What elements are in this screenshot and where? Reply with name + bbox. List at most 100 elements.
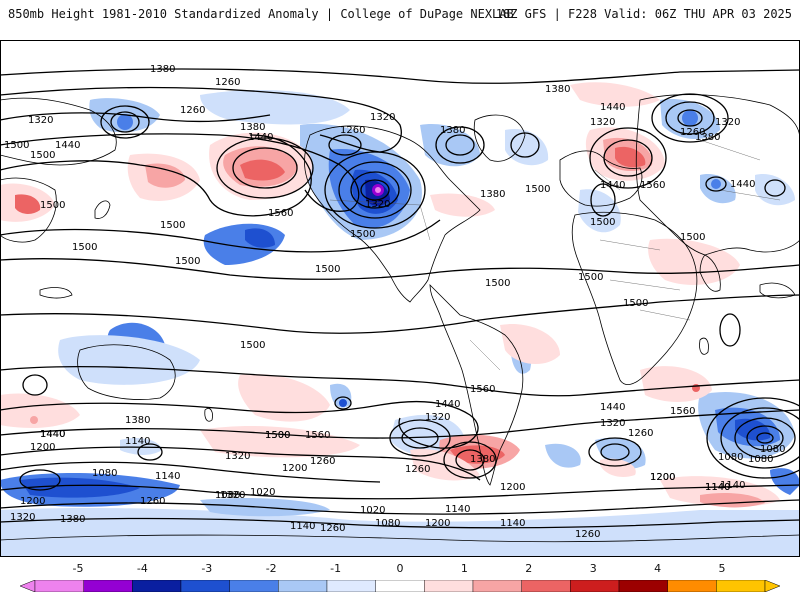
contour-label: 1260	[310, 456, 335, 467]
height-contours	[0, 68, 800, 529]
contour-label: 1140	[720, 480, 745, 491]
contour-label: 1440	[730, 179, 755, 190]
contour-label: 1500	[350, 229, 375, 240]
colorbar-left-arrow	[20, 580, 36, 592]
contour-label: 1440	[40, 429, 65, 440]
contour-label: 1380	[240, 122, 265, 133]
colorbar-tick-label: -4	[136, 562, 148, 575]
world-map: 1380 1260 1260 1320 1380 1440 1500 1500 …	[0, 40, 800, 557]
colorbar-swatch	[83, 580, 133, 592]
contour-label: 1500	[72, 242, 97, 253]
contour-label: 1320	[600, 418, 625, 429]
colorbar-swatch	[326, 580, 376, 592]
contour-label: 1200	[500, 482, 525, 493]
colorbar: -5 -4 -3 -2 -1 0 1 2 3 4 5	[0, 562, 800, 600]
contour-label: 1080	[718, 452, 743, 463]
contour-label: 1260	[680, 127, 705, 138]
contour-label: 1560	[268, 208, 293, 219]
contour-label: 1200	[30, 442, 55, 453]
contour-label: 1500	[4, 140, 29, 151]
contour-label: 1500	[265, 430, 290, 441]
contour-label: 1260	[140, 496, 165, 507]
contour-label: 1500	[240, 340, 265, 351]
contour-label: 1140	[155, 471, 180, 482]
contour-label: 1320	[10, 512, 35, 523]
colorbar-swatch	[716, 580, 766, 592]
contour-label: 1320	[370, 112, 395, 123]
contour-label: 1080	[748, 454, 773, 465]
contour-label: 1500	[315, 264, 340, 275]
contour-label: 1500	[265, 430, 290, 441]
header: 850mb Height 1981-2010 Standardized Anom…	[0, 0, 800, 30]
contour-label: 1320	[425, 412, 450, 423]
contour-label: 1500	[590, 217, 615, 228]
contour-label: 1440	[600, 180, 625, 191]
colorbar-swatch	[472, 580, 522, 592]
contour-label: 1560	[470, 384, 495, 395]
contour-label: 1140	[125, 436, 150, 447]
colorbar-swatch	[132, 580, 182, 592]
contour-label: 1140	[445, 504, 470, 515]
run-info: 18Z GFS | F228 Valid: 06Z THU APR 03 202…	[495, 7, 792, 21]
colorbar-scale	[20, 580, 780, 592]
contour-label: 1140	[500, 518, 525, 529]
colorbar-swatch	[278, 580, 328, 592]
contour-label: 1140	[290, 521, 315, 532]
positive-anomaly-shading	[0, 82, 780, 508]
contour-label: 1080	[760, 444, 785, 455]
contour-label: 1440	[600, 402, 625, 413]
contour-label: 1200	[650, 472, 675, 483]
contour-label: 1440	[600, 102, 625, 113]
colorbar-tick-label: 2	[525, 562, 533, 575]
contour-label: 1500	[175, 256, 200, 267]
contour-label: 1500	[578, 272, 603, 283]
colorbar-tick-label: 0	[396, 562, 404, 575]
colorbar-tick-label: 1	[460, 562, 468, 575]
map-canvas: 1380 1260 1260 1320 1380 1440 1500 1500 …	[0, 40, 800, 557]
contour-label: 1380	[480, 189, 505, 200]
contour-label: 1020	[250, 487, 275, 498]
contour-label: 1320	[225, 451, 250, 462]
contour-label: 1260	[320, 523, 345, 534]
contour-label: 1380	[150, 64, 175, 75]
contour-label: 1140	[705, 482, 730, 493]
contour-label: 1320	[28, 115, 53, 126]
contour-label: 1200	[20, 496, 45, 507]
contour-label: 1020	[360, 505, 385, 516]
contour-label: 1200	[282, 463, 307, 474]
map-title: 850mb Height 1981-2010 Standardized Anom…	[8, 7, 514, 21]
contour-label: 1260	[575, 529, 600, 540]
contour-label: 1500	[680, 232, 705, 243]
contour-label: 1320	[590, 117, 615, 128]
colorbar-tick-label: 4	[654, 562, 662, 575]
contour-label: 1560	[640, 180, 665, 191]
contour-label: 1260	[180, 105, 205, 116]
contour-label: 1200	[650, 472, 675, 483]
contour-label: 1380	[125, 415, 150, 426]
colorbar-swatch	[667, 580, 717, 592]
contour-label: 1320	[715, 117, 740, 128]
contour-label: 1380	[60, 514, 85, 525]
colorbar-swatch	[180, 580, 230, 592]
colorbar-tick-label: -5	[72, 562, 84, 575]
contour-label: 1560	[305, 430, 330, 441]
contour-label: 1080	[92, 468, 117, 479]
negative-anomaly-shading	[0, 90, 800, 557]
colorbar-swatch	[229, 580, 279, 592]
contour-label: 1500	[485, 278, 510, 289]
contour-label: 1500	[525, 184, 550, 195]
contour-label: 1500	[623, 298, 648, 309]
contour-label: 1500	[40, 200, 65, 211]
country-borders	[329, 139, 781, 371]
contour-label: 1440	[40, 429, 65, 440]
contour-label: 1440	[248, 132, 273, 143]
colorbar-tick-label: -3	[201, 562, 213, 575]
contour-label: 1560	[670, 406, 695, 417]
contour-label: 1320	[365, 199, 390, 210]
contour-label: 1260	[340, 125, 365, 136]
colorbar-swatch	[34, 580, 84, 592]
contour-label: 1380	[695, 132, 720, 143]
contour-label: 1080	[375, 518, 400, 529]
contour-label: 1380	[545, 84, 570, 95]
contour-label: 1200	[425, 518, 450, 529]
